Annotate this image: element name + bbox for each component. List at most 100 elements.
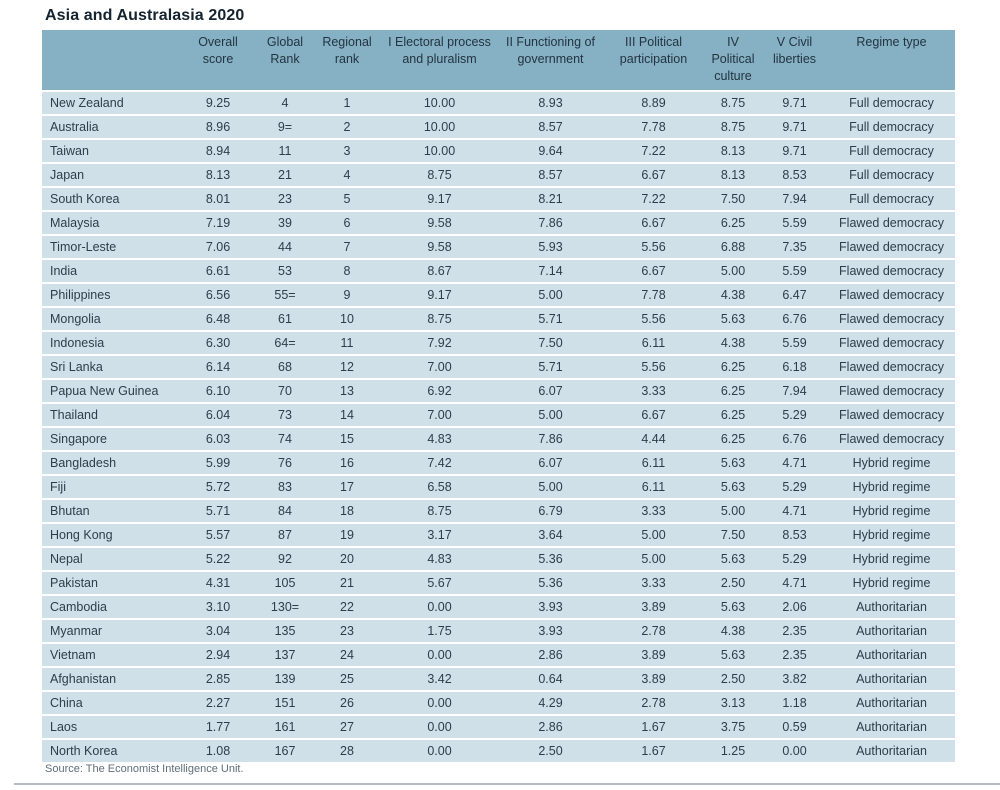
cell-value: 5.56 [602,308,705,330]
cell-value: Hybrid regime [828,476,955,498]
cell-value: 5.57 [180,524,256,546]
cell-value: 17 [314,476,380,498]
cell-value: 8.75 [380,308,499,330]
cell-country: Japan [42,164,180,186]
cell-value: 6.11 [602,452,705,474]
cell-value: 8.67 [380,260,499,282]
cell-value: 2.06 [761,596,828,618]
cell-value: 9 [314,284,380,306]
cell-value: 0.59 [761,716,828,738]
cell-value: 3.93 [499,620,602,642]
cell-value: 20 [314,548,380,570]
cell-value: 10.00 [380,116,499,138]
table-row: China 2.27 151 26 0.00 4.29 2.78 3.13 1.18 Author… [42,692,955,714]
cell-value: Flawed democracy [828,212,955,234]
cell-value: Authoritarian [828,668,955,690]
cell-value: 3 [314,140,380,162]
cell-value: 8.57 [499,164,602,186]
cell-value: 3.75 [705,716,761,738]
cell-country: Bhutan [42,500,180,522]
table-row: North Korea 1.08 167 28 0.00 2.50 1.67 1.25 0.00… [42,740,955,762]
cell-country: Laos [42,716,180,738]
cell-value: 5.72 [180,476,256,498]
cell-value: 16 [314,452,380,474]
cell-value: 6.04 [180,404,256,426]
cell-value: Hybrid regime [828,524,955,546]
cell-value: 5.36 [499,572,602,594]
cell-value: Flawed democracy [828,284,955,306]
cell-value: 7.42 [380,452,499,474]
source-note: Source: The Economist Intelligence Unit. [45,763,244,775]
cell-value: 130= [256,596,314,618]
cell-value: 6.67 [602,212,705,234]
cell-value: 8.96 [180,116,256,138]
cell-value: 8.13 [705,164,761,186]
cell-value: 3.82 [761,668,828,690]
cell-value: Full democracy [828,188,955,210]
cell-value: 6.67 [602,260,705,282]
cell-value: 2.78 [602,692,705,714]
cell-country: India [42,260,180,282]
cell-country: Indonesia [42,332,180,354]
column-header-8: V Civil liberties [761,30,828,90]
cell-value: 7.78 [602,116,705,138]
cell-value: 27 [314,716,380,738]
cell-value: 9.58 [380,236,499,258]
cell-value: 21 [256,164,314,186]
cell-value: 6.92 [380,380,499,402]
cell-value: 5.63 [705,548,761,570]
table-row: Fiji 5.72 83 17 6.58 5.00 6.11 5.63 5.29 Hybrid r… [42,476,955,498]
cell-value: Authoritarian [828,716,955,738]
cell-value: 4.29 [499,692,602,714]
cell-value: 6.30 [180,332,256,354]
cell-value: 5.71 [499,356,602,378]
cell-value: 5.63 [705,596,761,618]
cell-value: 151 [256,692,314,714]
cell-value: 8.21 [499,188,602,210]
cell-value: 10 [314,308,380,330]
cell-country: China [42,692,180,714]
cell-value: 3.89 [602,668,705,690]
cell-value: Flawed democracy [828,236,955,258]
cell-value: 4.38 [705,332,761,354]
cell-value: 9.25 [180,92,256,114]
cell-value: 2.86 [499,644,602,666]
cell-value: 2.85 [180,668,256,690]
cell-value: 68 [256,356,314,378]
cell-value: 8.94 [180,140,256,162]
cell-country: Malaysia [42,212,180,234]
cell-value: 6.11 [602,476,705,498]
cell-value: 5 [314,188,380,210]
cell-value: 0.00 [380,644,499,666]
cell-value: Flawed democracy [828,404,955,426]
cell-value: 23 [314,620,380,642]
cell-value: 5.00 [499,476,602,498]
cell-value: 3.33 [602,500,705,522]
cell-value: 5.36 [499,548,602,570]
table-row: India 6.61 53 8 8.67 7.14 6.67 5.00 5.59 Flawed d… [42,260,955,282]
table-body: New Zealand 9.25 4 1 10.00 8.93 8.89 8.75 9.71 Fu… [42,92,955,762]
cell-value: 6.67 [602,164,705,186]
cell-value: 9.71 [761,116,828,138]
table-row: Malaysia 7.19 39 6 9.58 7.86 6.67 6.25 5.59 Flawe… [42,212,955,234]
cell-value: 8.53 [761,164,828,186]
cell-value: 8.01 [180,188,256,210]
cell-value: 5.63 [705,452,761,474]
cell-value: 5.93 [499,236,602,258]
cell-value: 7.78 [602,284,705,306]
cell-value: 2.35 [761,620,828,642]
cell-value: 7.50 [499,332,602,354]
cell-value: 5.00 [705,500,761,522]
cell-value: 6.76 [761,308,828,330]
table-row: Bhutan 5.71 84 18 8.75 6.79 3.33 5.00 4.71 Hybrid… [42,500,955,522]
cell-value: 8.75 [380,500,499,522]
cell-value: 39 [256,212,314,234]
cell-value: 8.75 [705,116,761,138]
cell-value: 83 [256,476,314,498]
cell-value: 1.67 [602,716,705,738]
cell-value: 4.31 [180,572,256,594]
cell-value: 6.76 [761,428,828,450]
cell-value: 7.50 [705,524,761,546]
cell-value: 7.86 [499,428,602,450]
cell-value: Full democracy [828,164,955,186]
